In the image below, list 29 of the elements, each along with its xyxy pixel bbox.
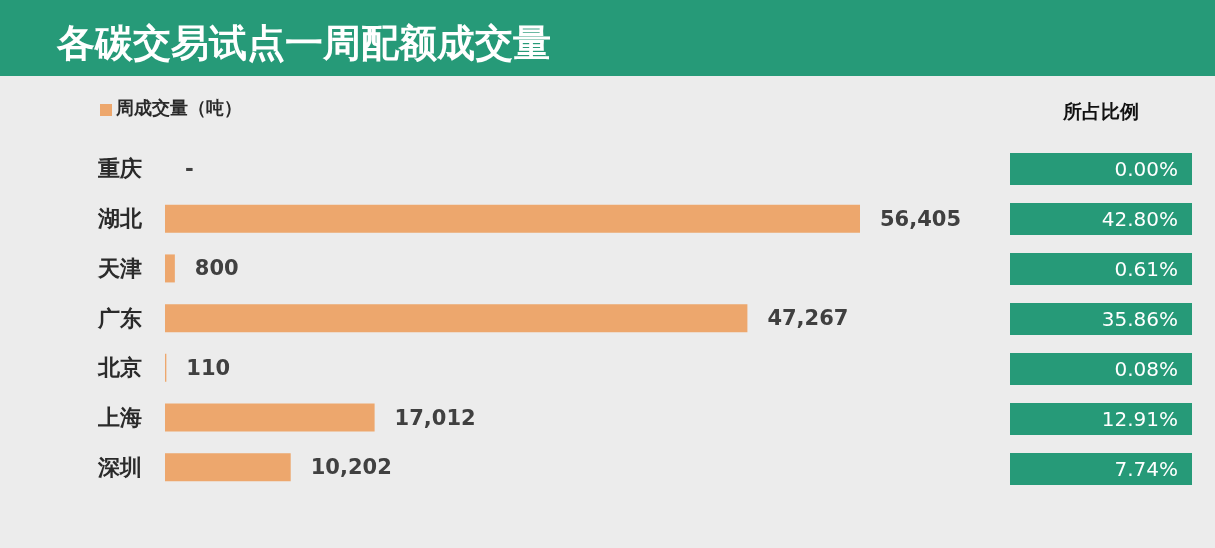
y-tick-label: 上海 xyxy=(97,404,142,430)
label-box: 12.91% xyxy=(1010,403,1192,435)
data-label: 17,012 xyxy=(394,405,476,430)
data-label: 110 xyxy=(186,355,231,380)
label-box: 0.61% xyxy=(1010,253,1192,285)
y-tick-label: 北京 xyxy=(97,355,142,381)
y-tick-label: 广东 xyxy=(97,305,142,331)
bar xyxy=(165,304,748,333)
y-tick-label: 重庆 xyxy=(97,156,142,182)
label-box: 0.08% xyxy=(1010,353,1192,385)
data-label: 56,405 xyxy=(880,206,962,231)
label-box: 0.00% xyxy=(1010,153,1192,185)
bar xyxy=(165,403,375,432)
label-box: 7.74% xyxy=(1010,453,1192,485)
legend-label: 周成交量（吨） xyxy=(116,97,242,118)
bar xyxy=(165,254,175,283)
bar xyxy=(165,453,291,482)
data-label: - xyxy=(185,156,194,181)
chart-title: 各碳交易试点一周配额成交量 xyxy=(57,20,551,66)
data-label: 47,267 xyxy=(767,306,849,331)
data-label: 800 xyxy=(194,256,239,281)
label-box: 35.86% xyxy=(1010,303,1192,335)
label-box: 42.80% xyxy=(1010,203,1192,235)
bar xyxy=(165,204,860,233)
text: 所占比例 xyxy=(1062,99,1140,124)
y-tick-label: 天津 xyxy=(97,255,142,281)
y-tick-label: 湖北 xyxy=(97,206,143,232)
data-label: 10,202 xyxy=(310,455,392,480)
y-tick-label: 深圳 xyxy=(97,454,142,480)
